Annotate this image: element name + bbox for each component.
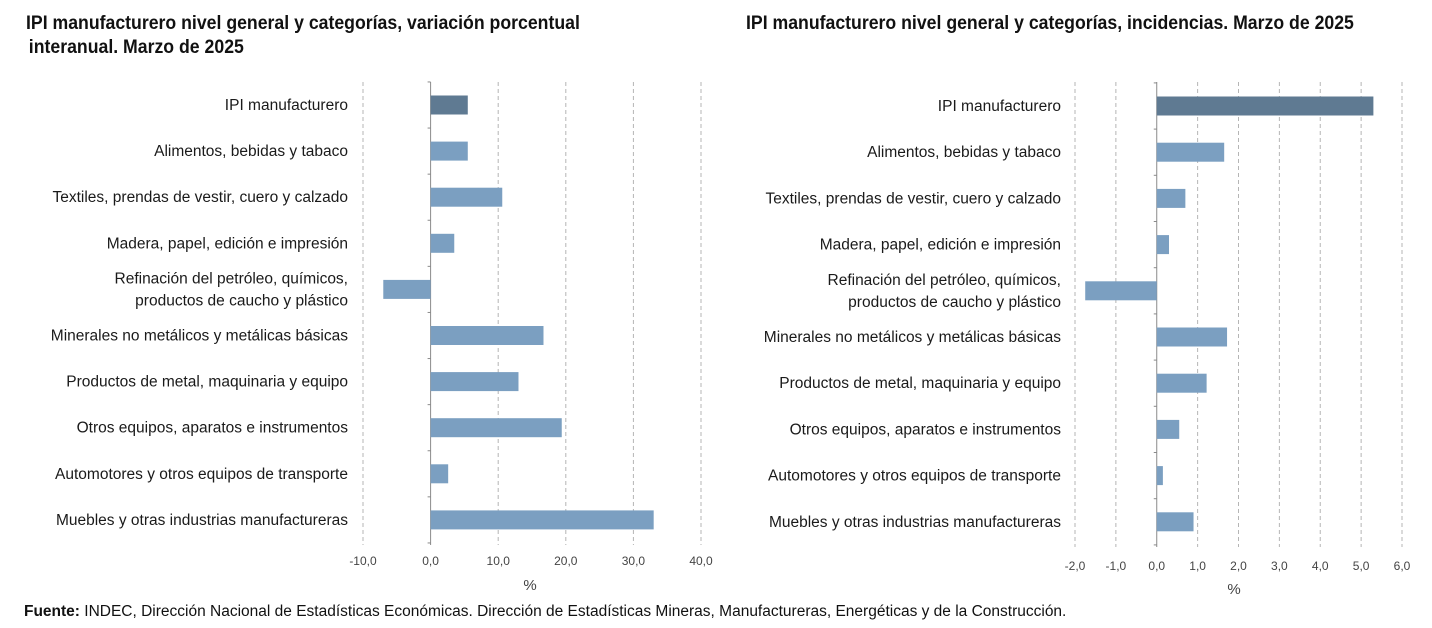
- left-category-label: Muebles y otras industrias manufacturera…: [56, 512, 348, 529]
- right-tick-label: 0,0: [1148, 559, 1165, 573]
- right-bar: [1156, 419, 1180, 439]
- source-footer-label: Fuente:: [24, 603, 80, 620]
- left-tick-label: 40,0: [689, 554, 713, 568]
- left-bar: [430, 464, 449, 484]
- right-category-label: Muebles y otras industrias manufacturera…: [769, 514, 1061, 531]
- left-tick-label: 10,0: [487, 554, 511, 568]
- right-category-label: Automotores y otros equipos de transport…: [768, 468, 1061, 485]
- left-bar: [430, 233, 455, 253]
- right-tick-label: 2,0: [1230, 559, 1247, 573]
- right-bar: [1156, 512, 1194, 532]
- right-tick-label: 6,0: [1394, 559, 1411, 573]
- source-footer: Fuente: INDEC, Dirección Nacional de Est…: [24, 603, 1066, 621]
- left-bar: [430, 95, 468, 115]
- left-x-axis-label: %: [523, 577, 536, 594]
- right-bar: [1156, 373, 1207, 393]
- right-category-label: Refinación del petróleo, químicos,: [828, 272, 1062, 289]
- right-tick-label: -1,0: [1106, 559, 1127, 573]
- left-category-label: Madera, papel, edición e impresión: [107, 235, 348, 252]
- right-tick-label: 1,0: [1189, 559, 1206, 573]
- source-footer-text: INDEC, Dirección Nacional de Estadística…: [79, 603, 1067, 620]
- right-category-label: Minerales no metálicos y metálicas básic…: [764, 329, 1061, 346]
- right-category-label: Textiles, prendas de vestir, cuero y cal…: [765, 190, 1061, 207]
- right-chart-title-line1: IPI manufacturero nivel general y catego…: [746, 13, 1354, 34]
- left-category-label: productos de caucho y plástico: [135, 292, 348, 309]
- right-bar: [1156, 235, 1170, 255]
- left-chart-title: IPI manufacturero nivel general y catego…: [26, 12, 580, 60]
- right-tick-label: -2,0: [1065, 559, 1086, 573]
- right-chart-title: IPI manufacturero nivel general y catego…: [746, 12, 1354, 36]
- right-bar: [1156, 466, 1163, 486]
- right-tick-label: 4,0: [1312, 559, 1329, 573]
- left-category-label: Refinación del petróleo, químicos,: [115, 270, 349, 287]
- left-bar: [430, 510, 654, 530]
- left-bar: [430, 372, 519, 392]
- right-category-label: IPI manufacturero: [938, 98, 1061, 115]
- left-tick-label: 0,0: [422, 554, 439, 568]
- left-category-label: Minerales no metálicos y metálicas básic…: [51, 328, 348, 345]
- right-category-label: Productos de metal, maquinaria y equipo: [779, 375, 1061, 392]
- right-category-label: Alimentos, bebidas y tabaco: [867, 144, 1061, 161]
- right-bar: [1085, 281, 1157, 301]
- left-bar: [430, 141, 468, 161]
- left-tick-label: -10,0: [349, 554, 377, 568]
- left-bar: [430, 187, 503, 207]
- left-bar: [430, 326, 544, 345]
- right-bar: [1156, 96, 1374, 116]
- left-category-label: Automotores y otros equipos de transport…: [55, 466, 348, 483]
- left-bar: [430, 418, 562, 438]
- left-category-label: Otros equipos, aparatos e instrumentos: [77, 420, 349, 437]
- left-category-label: Textiles, prendas de vestir, cuero y cal…: [52, 189, 348, 206]
- left-tick-label: 20,0: [554, 554, 578, 568]
- right-bar-chart: IPI manufacturero Alimentos, bebidas y ta…: [764, 82, 1411, 598]
- left-bar-chart: IPI manufacturero Alimentos, bebidas y ta…: [51, 81, 713, 594]
- left-bar: [383, 279, 431, 299]
- left-chart-title-line2: interanual. Marzo de 2025: [28, 37, 244, 58]
- right-x-axis-label: %: [1227, 581, 1240, 598]
- right-category-label: productos de caucho y plástico: [848, 294, 1061, 311]
- right-bar: [1156, 188, 1186, 208]
- left-category-label: Alimentos, bebidas y tabaco: [154, 143, 348, 160]
- right-tick-label: 3,0: [1271, 559, 1288, 573]
- left-chart-title-line1: IPI manufacturero nivel general y catego…: [26, 13, 580, 34]
- right-category-label: Madera, papel, edición e impresión: [820, 237, 1061, 254]
- right-tick-label: 5,0: [1353, 559, 1370, 573]
- right-category-label: Otros equipos, aparatos e instrumentos: [790, 421, 1062, 438]
- right-bar: [1156, 142, 1225, 162]
- right-bar: [1156, 327, 1228, 347]
- left-tick-label: 30,0: [622, 554, 646, 568]
- left-category-label: Productos de metal, maquinaria y equipo: [66, 374, 348, 391]
- left-category-label: IPI manufacturero: [225, 97, 348, 114]
